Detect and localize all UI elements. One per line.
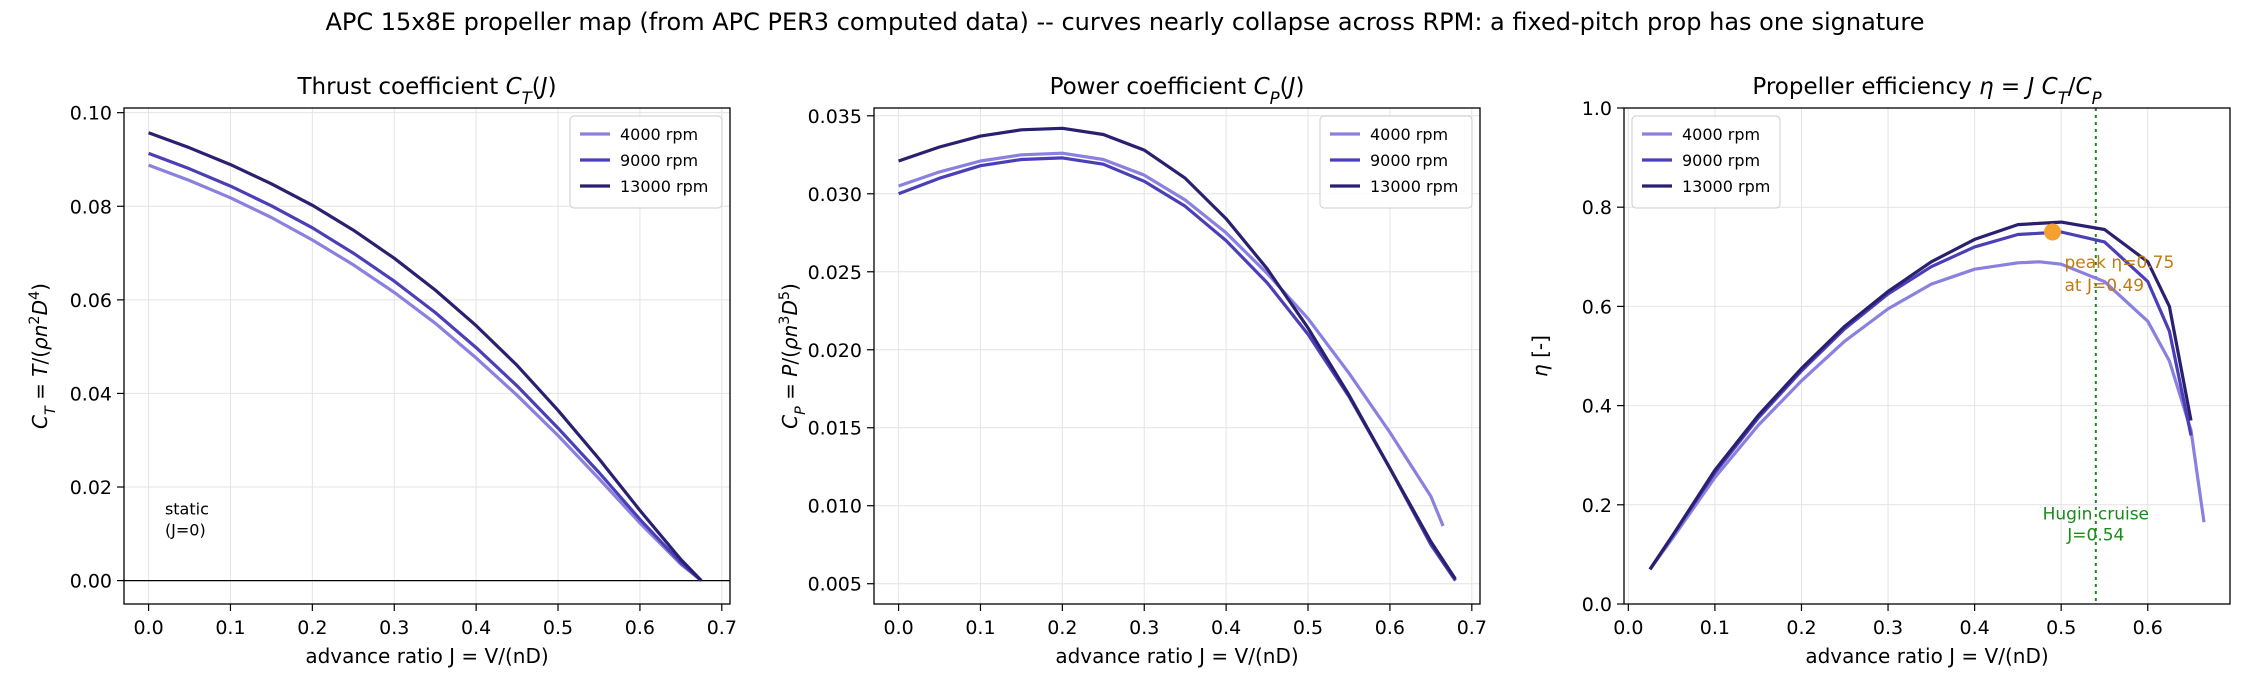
series-line-4000-rpm	[898, 151, 1445, 527]
panel-title: Thrust coefficient CT(J)	[296, 74, 556, 108]
panel-title: Propeller efficiency η = J CT/CP	[1752, 74, 2101, 108]
x-tick-label: 0.3	[1129, 617, 1159, 639]
cruise-label: J=0.54	[2066, 526, 2124, 546]
y-axis-label: η [-]	[1528, 335, 1552, 377]
x-axis-label: advance ratio J = V/(nD)	[305, 644, 548, 668]
x-tick-label: 0.5	[1293, 617, 1323, 639]
y-tick-label: 0.035	[808, 106, 862, 128]
series-line-9000-rpm	[898, 156, 1457, 582]
y-tick-label: 0.8	[1582, 197, 1612, 219]
y-tick-label: 0.025	[808, 262, 862, 284]
x-tick-label: 0.2	[1047, 617, 1077, 639]
x-tick-label: 0.1	[215, 617, 245, 639]
x-tick-label: 0.1	[1700, 617, 1730, 639]
y-tick-label: 0.2	[1582, 495, 1612, 517]
legend-label: 4000 rpm	[1370, 125, 1448, 144]
y-tick-label: 0.02	[70, 477, 112, 499]
peak-label: peak η=0.75	[2065, 253, 2175, 273]
legend-label: 13000 rpm	[620, 177, 708, 196]
y-tick-label: 0.005	[808, 574, 862, 596]
legend: 4000 rpm 9000 rpm 13000 rpm	[1319, 115, 1473, 209]
legend-label: 4000 rpm	[620, 125, 698, 144]
y-tick-label: 0.020	[808, 340, 862, 362]
legend-label: 9000 rpm	[1682, 151, 1760, 170]
chart-panel-3: 0.0 0.1 0.2 0.3 0.4 0.5 0.6 0.0 0.2 0.4 0.6 0.8 1.0 H…	[1528, 74, 2231, 668]
cruise-label: Hugin cruise	[2043, 505, 2149, 525]
x-tick-label: 0.7	[1457, 617, 1487, 639]
x-tick-label: 0.4	[1211, 617, 1241, 639]
y-tick-label: 0.10	[70, 103, 112, 125]
x-axis-label: advance ratio J = V/(nD)	[1805, 644, 2048, 668]
y-tick-label: 0.4	[1582, 396, 1612, 418]
legend-label: 9000 rpm	[620, 151, 698, 170]
axes-frame	[873, 107, 1481, 605]
y-tick-label: 0.010	[808, 496, 862, 518]
y-tick-label: 0.0	[1582, 594, 1612, 616]
series-line-4000-rpm	[1648, 260, 2206, 571]
legend: 4000 rpm 9000 rpm 13000 rpm	[1631, 115, 1781, 209]
legend: 4000 rpm 9000 rpm 13000 rpm	[569, 115, 723, 209]
x-tick-label: 0.0	[883, 617, 913, 639]
series-line-4000-rpm	[148, 163, 703, 582]
series-line-9000-rpm	[148, 151, 703, 582]
legend-label: 4000 rpm	[1682, 125, 1760, 144]
x-tick-label: 0.3	[379, 617, 409, 639]
x-tick-label: 0.7	[707, 617, 737, 639]
x-tick-label: 0.0	[1613, 617, 1643, 639]
x-tick-label: 0.4	[1960, 617, 1990, 639]
x-tick-label: 0.6	[1375, 617, 1405, 639]
x-tick-label: 0.5	[2046, 617, 2076, 639]
chart-panel-2: 0.0 0.1 0.2 0.3 0.4 0.5 0.6 0.7 0.005 0.010 0.015 0…	[777, 74, 1487, 668]
legend-label: 13000 rpm	[1370, 177, 1458, 196]
y-tick-label: 0.015	[808, 418, 862, 440]
x-tick-label: 0.1	[965, 617, 995, 639]
x-axis-label: advance ratio J = V/(nD)	[1055, 644, 1298, 668]
x-tick-label: 0.0	[133, 617, 163, 639]
annotation-text: (J=0)	[165, 520, 206, 539]
x-tick-label: 0.2	[1786, 617, 1816, 639]
y-axis-label: CP = P/(ρn3D5)	[777, 283, 809, 429]
series-line-13000-rpm	[898, 126, 1457, 580]
series-line-13000-rpm	[1648, 220, 2193, 571]
x-tick-label: 0.4	[461, 617, 491, 639]
y-tick-label: 0.06	[70, 290, 112, 312]
figure-title: APC 15x8E propeller map (from APC PER3 c…	[325, 8, 1925, 36]
chart-panel-1: 0.0 0.1 0.2 0.3 0.4 0.5 0.6 0.7 0.00 0.02 0.04 0.06…	[27, 74, 737, 668]
axes-frame	[123, 107, 731, 605]
axes-frame	[1623, 107, 2231, 605]
y-axis-label: CT = T/(ρn2D4)	[27, 283, 59, 429]
legend-label: 13000 rpm	[1682, 177, 1770, 196]
panel-title: Power coefficient CP(J)	[1050, 74, 1305, 108]
x-tick-label: 0.5	[543, 617, 573, 639]
y-tick-label: 0.6	[1582, 296, 1612, 318]
series-line-13000-rpm	[148, 131, 703, 582]
y-tick-label: 0.00	[70, 571, 112, 593]
x-tick-label: 0.6	[625, 617, 655, 639]
peak-marker	[2044, 223, 2062, 241]
y-tick-label: 1.0	[1582, 98, 1612, 120]
y-tick-label: 0.04	[70, 383, 112, 405]
y-tick-label: 0.030	[808, 184, 862, 206]
x-tick-label: 0.6	[2133, 617, 2163, 639]
legend-label: 9000 rpm	[1370, 151, 1448, 170]
peak-label: at J=0.49	[2065, 276, 2145, 296]
x-tick-label: 0.2	[297, 617, 327, 639]
y-tick-label: 0.08	[70, 196, 112, 218]
annotation-text: static	[165, 499, 209, 518]
x-tick-label: 0.3	[1873, 617, 1903, 639]
